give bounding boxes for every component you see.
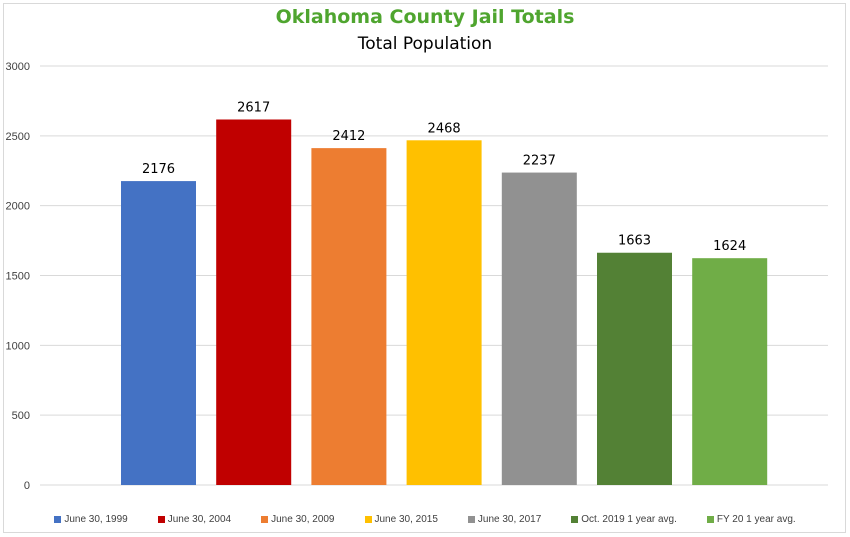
chart-frame (3, 3, 846, 533)
data-label: 1663 (618, 234, 651, 249)
legend-swatch (261, 516, 269, 523)
chart-subtitle: Total Population (357, 34, 493, 54)
legend-item: June 30, 2004 (157, 514, 232, 525)
legend-label: June 30, 2017 (477, 514, 542, 525)
y-tick-label: 1500 (6, 271, 30, 283)
bar (597, 252, 672, 485)
legend-item: June 30, 2009 (261, 514, 335, 525)
legend: June 30, 1999 June 30, 2004 June 30, 2009 J… (0, 514, 850, 525)
legend-swatch (364, 516, 372, 523)
legend-item: June 30, 1999 (54, 514, 128, 525)
chart-title: Oklahoma County Jail Totals (275, 6, 575, 28)
data-label: 2176 (142, 162, 175, 177)
data-label: 2412 (332, 129, 365, 144)
legend-swatch (706, 516, 714, 523)
legend-label: June 30, 2009 (271, 514, 335, 525)
y-tick-label: 0 (24, 480, 30, 492)
bar (501, 172, 577, 485)
legend-label: Oct. 2019 1 year avg. (581, 514, 677, 525)
legend-swatch (571, 516, 579, 523)
bar (406, 140, 482, 485)
data-label: 1624 (713, 239, 746, 254)
bar (216, 119, 292, 485)
legend-item: Oct. 2019 1 year avg. (571, 514, 677, 525)
legend-item: FY 20 1 year avg. (706, 514, 796, 525)
y-tick-label: 2500 (6, 131, 30, 143)
legend-item: June 30, 2015 (364, 514, 438, 525)
legend-swatch (467, 516, 475, 523)
y-tick-label: 1000 (6, 340, 30, 352)
legend-label: June 30, 1999 (64, 514, 128, 525)
bar (311, 148, 387, 485)
legend-item: June 30, 2017 (467, 514, 542, 525)
y-tick-label: 3000 (6, 61, 30, 73)
bar (121, 181, 196, 485)
legend-label: FY 20 1 year avg. (716, 514, 796, 525)
data-label: 2468 (428, 121, 461, 136)
data-label: 2617 (237, 100, 270, 115)
data-label: 2237 (523, 154, 556, 169)
legend-swatch (157, 516, 165, 523)
legend-label: June 30, 2015 (374, 514, 438, 525)
legend-label: June 30, 2004 (167, 514, 232, 525)
bar (692, 258, 768, 485)
legend-swatch (54, 516, 62, 523)
y-tick-label: 500 (12, 410, 30, 422)
y-tick-label: 2000 (6, 201, 30, 213)
